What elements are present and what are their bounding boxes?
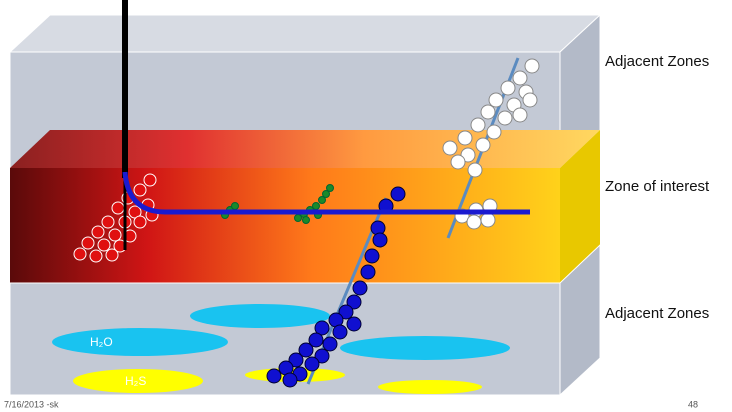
white-event (523, 93, 537, 107)
red-event (134, 184, 146, 196)
water-pocket (190, 304, 330, 328)
white-event (489, 93, 503, 107)
blue-event (373, 233, 387, 247)
red-event (102, 216, 114, 228)
red-event (144, 174, 156, 186)
white-event (468, 163, 482, 177)
red-event (109, 229, 121, 241)
white-event (513, 108, 527, 122)
water-pocket (340, 336, 510, 360)
green-event (313, 203, 320, 210)
white-event (481, 105, 495, 119)
footer-date: 7/16/2013 -sk (4, 399, 59, 409)
blue-event (333, 325, 347, 339)
green-event (327, 185, 334, 192)
green-event (232, 203, 239, 210)
water-label: H₂O (90, 335, 113, 349)
scene: H₂O H₂S Adjacent Zones Zone of interest … (0, 0, 732, 412)
gas-pocket (378, 380, 482, 394)
white-event (451, 155, 465, 169)
zone-label: Zone of interest (605, 178, 710, 195)
red-event (74, 248, 86, 260)
page-number: 48 (688, 399, 698, 409)
gas-label: H₂S (125, 374, 146, 388)
red-event (98, 239, 110, 251)
blue-event (361, 265, 375, 279)
blue-event (347, 317, 361, 331)
red-event (82, 237, 94, 249)
blue-event (365, 249, 379, 263)
red-event (134, 216, 146, 228)
red-event (92, 226, 104, 238)
white-event (498, 111, 512, 125)
white-event (471, 118, 485, 132)
blue-event (391, 187, 405, 201)
white-event (487, 125, 501, 139)
red-event (90, 250, 102, 262)
green-event (303, 217, 310, 224)
red-event (112, 202, 124, 214)
red-event (106, 249, 118, 261)
white-event (443, 141, 457, 155)
blue-event (283, 373, 297, 387)
white-event (467, 215, 481, 229)
zone-label: Adjacent Zones (605, 53, 709, 70)
zone-label: Adjacent Zones (605, 305, 709, 322)
blue-event (323, 337, 337, 351)
blue-event (267, 369, 281, 383)
blue-event (305, 357, 319, 371)
water-pocket (52, 328, 228, 356)
white-event (513, 71, 527, 85)
white-event (501, 81, 515, 95)
white-event (481, 213, 495, 227)
white-event (525, 59, 539, 73)
blue-event (353, 281, 367, 295)
top-face (10, 15, 600, 52)
zone-top (10, 130, 600, 168)
white-event (458, 131, 472, 145)
white-event (476, 138, 490, 152)
